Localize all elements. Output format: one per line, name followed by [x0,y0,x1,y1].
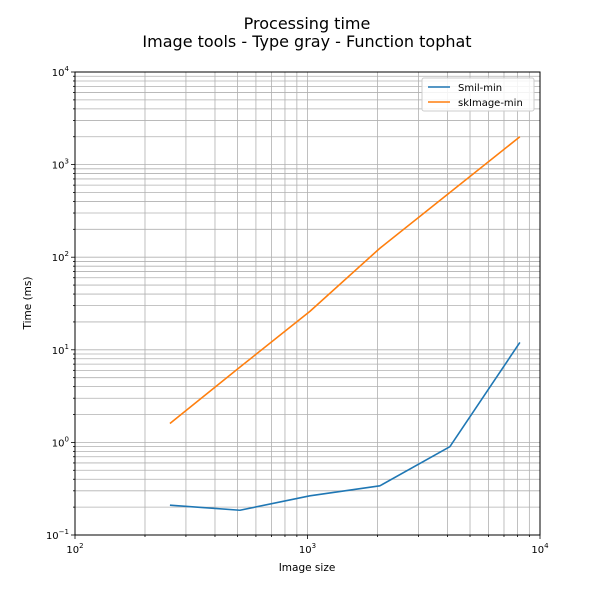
tick-base: 10 [52,346,65,357]
tick-exponent: 3 [312,542,316,550]
legend-label-skimage-min: skImage-min [458,98,523,109]
x-tick-label: 104 [531,542,549,556]
tick-exponent: 3 [65,158,69,166]
tick-exponent: 4 [65,65,70,73]
y-axis-label: Time (ms) [22,277,34,331]
tick-exponent: 0 [65,435,69,443]
tick-base: 10 [531,545,544,556]
tick-base: 10 [46,531,59,542]
grid [74,71,541,536]
tick-exponent: −1 [59,528,69,536]
series-line-smil-min [169,342,521,512]
y-tick-label: 100 [52,435,69,449]
tick-base: 10 [52,68,65,79]
chart-title: Processing time [244,14,371,33]
y-tick-label: 101 [52,343,69,357]
y-tick-label: 103 [52,158,69,172]
tick-exponent: 2 [79,542,83,550]
tick-exponent: 4 [544,542,549,550]
legend: Smil-min skImage-min [421,77,535,112]
tick-base: 10 [52,161,65,172]
series-lines [169,136,521,512]
legend-label-smil-min: Smil-min [458,83,502,94]
x-axis-ticks: 102 103 104 [66,535,549,556]
tick-base: 10 [299,545,312,556]
tick-base: 10 [52,253,65,264]
x-axis-label: Image size [279,562,336,574]
tick-base: 10 [66,545,79,556]
chart-subtitle: Image tools - Type gray - Function topha… [142,32,471,51]
y-tick-label: 104 [52,65,70,79]
y-tick-label: 102 [52,250,69,264]
tick-exponent: 2 [65,250,69,258]
x-tick-label: 103 [299,542,316,556]
series-line-skimage-min [169,136,521,425]
y-tick-label: 10−1 [46,528,69,542]
tick-exponent: 1 [65,343,69,351]
tick-base: 10 [52,438,65,449]
x-tick-label: 102 [66,542,83,556]
